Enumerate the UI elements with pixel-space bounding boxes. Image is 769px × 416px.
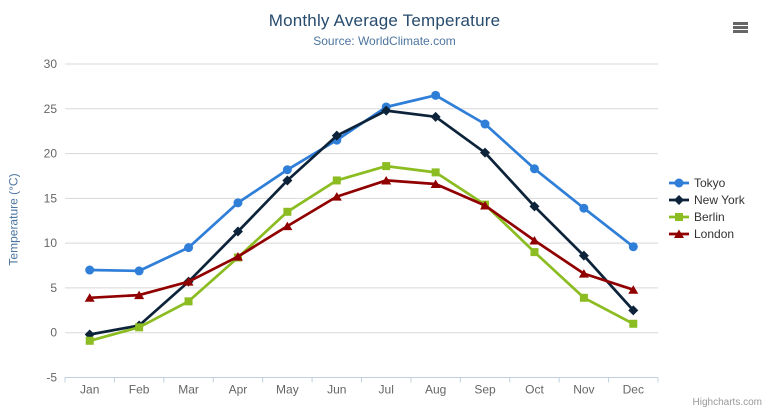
credits-link[interactable]: Highcharts.com (692, 397, 762, 408)
y-axis-tick-label: 5 (50, 281, 57, 295)
legend-shape-new-york (674, 194, 684, 205)
x-axis-tick-label: Apr (229, 383, 248, 397)
data-point-new-york[interactable] (628, 305, 639, 316)
y-axis-tick-label: 10 (44, 236, 58, 250)
data-point-berlin[interactable] (332, 176, 341, 185)
x-axis-tick-label: Nov (573, 383, 594, 397)
y-axis-tick-label: -5 (46, 371, 57, 385)
data-point-tokyo[interactable] (529, 164, 539, 174)
data-point-london[interactable] (430, 179, 441, 189)
x-axis-tick-label: Feb (129, 383, 150, 397)
legend-shape-london (674, 229, 684, 238)
series-line-berlin (88, 164, 635, 343)
data-point-berlin[interactable] (85, 336, 94, 345)
data-point-new-york[interactable] (529, 201, 540, 212)
legend-shape-berlin (675, 212, 683, 221)
data-point-london[interactable] (84, 293, 95, 302)
data-point-berlin[interactable] (135, 323, 144, 332)
y-axis-tick-label: 30 (44, 57, 58, 71)
data-point-london[interactable] (628, 285, 639, 294)
data-point-new-york[interactable] (282, 175, 293, 186)
x-axis-tick-label: Aug (425, 383, 446, 397)
data-point-tokyo[interactable] (431, 90, 441, 100)
legend: Tokyo New York Berlin London (669, 174, 745, 242)
legend-shape-tokyo (674, 178, 684, 187)
legend-label-london: London (694, 226, 735, 241)
data-point-new-york[interactable] (480, 147, 491, 158)
export-menu-button[interactable] (733, 19, 750, 35)
legend-item-berlin[interactable]: Berlin (669, 208, 745, 225)
legend-marker-new-york (669, 194, 689, 205)
legend-marker-tokyo (669, 178, 689, 187)
y-axis-tick-label: 15 (44, 191, 58, 205)
data-point-tokyo[interactable] (184, 243, 194, 253)
data-point-new-york[interactable] (331, 130, 342, 141)
x-axis-tick-label: May (276, 383, 299, 397)
legend-marker-london (669, 229, 689, 238)
data-point-new-york[interactable] (430, 111, 441, 122)
data-point-tokyo[interactable] (579, 203, 589, 213)
data-point-london[interactable] (331, 192, 342, 201)
x-axis-tick-label: Oct (525, 383, 544, 397)
data-point-berlin[interactable] (184, 297, 193, 306)
y-axis-tick-label: 20 (44, 147, 58, 161)
data-point-berlin[interactable] (382, 162, 391, 171)
data-point-london[interactable] (480, 201, 491, 210)
data-point-london[interactable] (134, 290, 145, 300)
data-point-tokyo[interactable] (85, 265, 95, 275)
data-point-tokyo[interactable] (233, 198, 243, 208)
x-axis-tick-label: Jun (327, 383, 346, 397)
x-axis-tick-label: Jul (379, 383, 394, 397)
chart-title: Monthly Average Temperature (268, 11, 501, 30)
data-point-berlin[interactable] (431, 168, 440, 177)
data-point-tokyo[interactable] (628, 242, 638, 252)
data-point-london[interactable] (578, 269, 589, 278)
legend-item-london[interactable]: London (669, 225, 745, 242)
x-axis-tick-label: Sep (474, 383, 496, 397)
data-point-london[interactable] (282, 221, 293, 231)
data-point-london[interactable] (232, 252, 243, 261)
chart-subtitle: Source: WorldClimate.com (313, 34, 456, 48)
data-point-london[interactable] (183, 277, 194, 286)
data-point-berlin[interactable] (579, 293, 588, 302)
legend-item-tokyo[interactable]: Tokyo (669, 174, 745, 191)
x-axis-tick-label: Mar (178, 383, 199, 397)
legend-label-new-york: New York (694, 192, 745, 207)
hamburger-icon (733, 21, 750, 34)
x-axis-tick-label: Jan (80, 383, 99, 397)
data-point-berlin[interactable] (629, 319, 638, 328)
legend-item-new-york[interactable]: New York (669, 191, 745, 208)
series-line-london (88, 179, 635, 300)
y-axis-tick-label: 25 (44, 102, 58, 116)
data-point-tokyo[interactable] (480, 119, 490, 129)
data-point-new-york[interactable] (578, 250, 589, 261)
series-line-new-york (88, 109, 635, 336)
data-point-new-york[interactable] (232, 226, 243, 237)
legend-label-berlin: Berlin (694, 209, 725, 224)
x-axis-tick-label: Dec (623, 383, 644, 397)
data-point-new-york[interactable] (381, 105, 392, 116)
y-axis-tick-label: 0 (50, 326, 57, 340)
data-point-berlin[interactable] (283, 207, 292, 216)
legend-label-tokyo: Tokyo (694, 175, 726, 190)
data-point-london[interactable] (381, 175, 392, 185)
legend-marker-berlin (669, 212, 689, 221)
data-point-tokyo[interactable] (282, 165, 292, 175)
data-point-london[interactable] (529, 235, 540, 245)
data-point-tokyo[interactable] (134, 266, 144, 276)
data-point-berlin[interactable] (530, 248, 539, 257)
